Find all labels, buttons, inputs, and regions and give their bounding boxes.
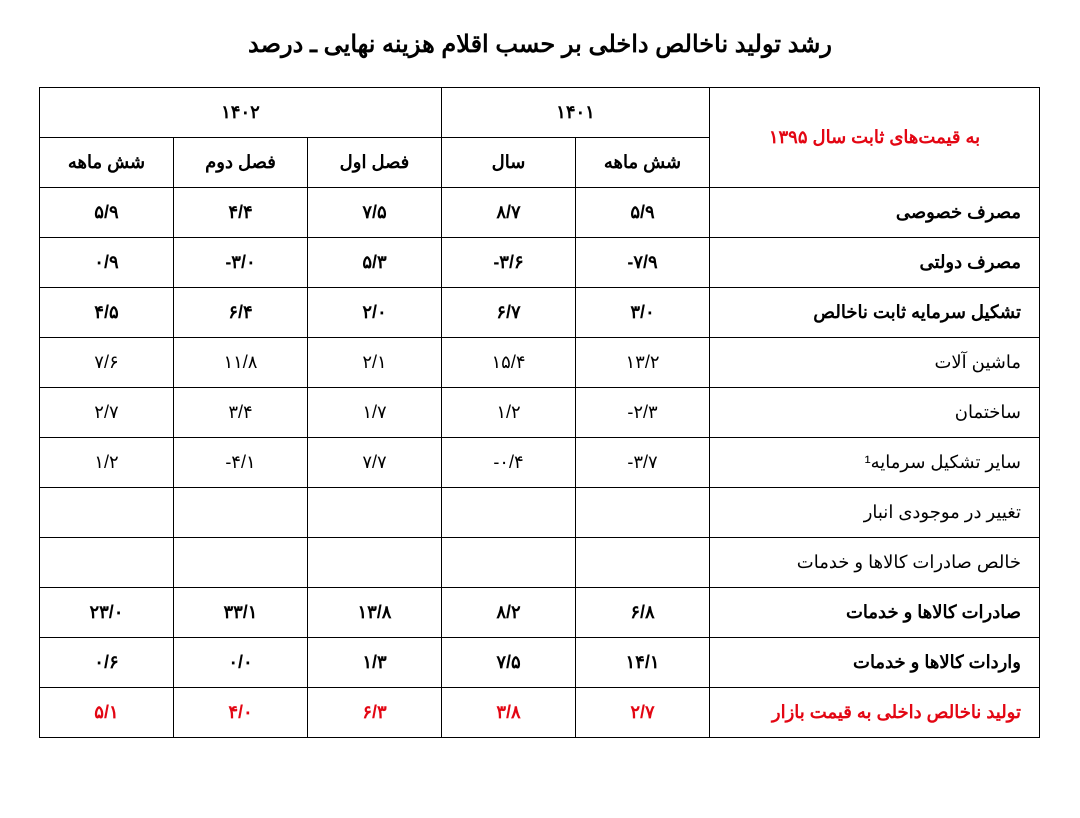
row-label: تغییر در موجودی انبار	[710, 488, 1040, 538]
cell-value	[39, 488, 173, 538]
corner-header: به قیمت‌های ثابت سال ۱۳۹۵	[710, 88, 1040, 188]
cell-value: ۳۳/۱	[173, 588, 307, 638]
table-row: مصرف خصوصی۵/۹۸/۷۷/۵۴/۴۵/۹	[39, 188, 1039, 238]
cell-value: ۲/۷	[576, 688, 710, 738]
col-1402-q2: فصل دوم	[173, 138, 307, 188]
cell-value: -۴/۱	[173, 438, 307, 488]
cell-value	[39, 538, 173, 588]
cell-value: -۷/۹	[576, 238, 710, 288]
table-row: تشکیل سرمایه ثابت ناخالص۳/۰۶/۷۲/۰۶/۴۴/۵	[39, 288, 1039, 338]
cell-value: ۱/۳	[307, 638, 441, 688]
cell-value: ۵/۹	[39, 188, 173, 238]
gdp-growth-table: به قیمت‌های ثابت سال ۱۳۹۵ ۱۴۰۱ ۱۴۰۲ شش م…	[39, 87, 1040, 738]
cell-value: ۰/۹	[39, 238, 173, 288]
cell-value: ۱/۷	[307, 388, 441, 438]
table-row: تولید ناخالص داخلی به قیمت بازار۲/۷۳/۸۶/…	[39, 688, 1039, 738]
cell-value: ۸/۲	[441, 588, 575, 638]
page-title: رشد تولید ناخالص داخلی بر حسب اقلام هزین…	[40, 30, 1040, 59]
cell-value: ۲/۷	[39, 388, 173, 438]
cell-value: ۱۳/۲	[576, 338, 710, 388]
table-header: به قیمت‌های ثابت سال ۱۳۹۵ ۱۴۰۱ ۱۴۰۲ شش م…	[39, 88, 1039, 188]
cell-value: ۱۵/۴	[441, 338, 575, 388]
cell-value	[576, 538, 710, 588]
cell-value	[441, 488, 575, 538]
cell-value	[307, 538, 441, 588]
table-row: ماشین آلات۱۳/۲۱۵/۴۲/۱۱۱/۸۷/۶	[39, 338, 1039, 388]
cell-value: ۶/۳	[307, 688, 441, 738]
cell-value: ۴/۵	[39, 288, 173, 338]
row-label: سایر تشکیل سرمایه¹	[710, 438, 1040, 488]
cell-value	[173, 538, 307, 588]
cell-value: ۳/۰	[576, 288, 710, 338]
cell-value: ۱۳/۸	[307, 588, 441, 638]
cell-value: ۷/۷	[307, 438, 441, 488]
table-row: صادرات کالاها و خدمات۶/۸۸/۲۱۳/۸۳۳/۱۲۳/۰	[39, 588, 1039, 638]
row-label: ماشین آلات	[710, 338, 1040, 388]
cell-value: -۰/۴	[441, 438, 575, 488]
col-1401-6m: شش ماهه	[576, 138, 710, 188]
cell-value: ۷/۵	[441, 638, 575, 688]
cell-value: ۶/۷	[441, 288, 575, 338]
table-row: تغییر در موجودی انبار	[39, 488, 1039, 538]
year-group-1401: ۱۴۰۱	[441, 88, 709, 138]
cell-value: ۲/۱	[307, 338, 441, 388]
table-row: واردات کالاها و خدمات۱۴/۱۷/۵۱/۳۰/۰۰/۶	[39, 638, 1039, 688]
table-row: سایر تشکیل سرمایه¹-۳/۷-۰/۴۷/۷-۴/۱۱/۲	[39, 438, 1039, 488]
cell-value: ۶/۸	[576, 588, 710, 638]
cell-value: ۷/۵	[307, 188, 441, 238]
cell-value	[307, 488, 441, 538]
table-body: مصرف خصوصی۵/۹۸/۷۷/۵۴/۴۵/۹مصرف دولتی-۷/۹-…	[39, 188, 1039, 738]
table-row: مصرف دولتی-۷/۹-۳/۶۵/۳-۳/۰۰/۹	[39, 238, 1039, 288]
cell-value: ۱۱/۸	[173, 338, 307, 388]
cell-value: ۲۳/۰	[39, 588, 173, 638]
cell-value: ۸/۷	[441, 188, 575, 238]
cell-value	[441, 538, 575, 588]
cell-value: ۲/۰	[307, 288, 441, 338]
cell-value: ۰/۶	[39, 638, 173, 688]
year-group-1402: ۱۴۰۲	[39, 88, 441, 138]
cell-value: ۵/۹	[576, 188, 710, 238]
cell-value: ۶/۴	[173, 288, 307, 338]
row-label: مصرف دولتی	[710, 238, 1040, 288]
cell-value: ۱/۲	[39, 438, 173, 488]
row-label: مصرف خصوصی	[710, 188, 1040, 238]
cell-value: -۳/۶	[441, 238, 575, 288]
cell-value: ۱/۲	[441, 388, 575, 438]
row-label: صادرات کالاها و خدمات	[710, 588, 1040, 638]
row-label: خالص صادرات کالاها و خدمات	[710, 538, 1040, 588]
row-label: تولید ناخالص داخلی به قیمت بازار	[710, 688, 1040, 738]
cell-value: ۵/۱	[39, 688, 173, 738]
cell-value: ۴/۴	[173, 188, 307, 238]
cell-value: ۴/۰	[173, 688, 307, 738]
col-1401-year: سال	[441, 138, 575, 188]
cell-value: -۳/۷	[576, 438, 710, 488]
row-label: واردات کالاها و خدمات	[710, 638, 1040, 688]
row-label: تشکیل سرمایه ثابت ناخالص	[710, 288, 1040, 338]
col-1402-6m: شش ماهه	[39, 138, 173, 188]
cell-value: -۳/۰	[173, 238, 307, 288]
col-1402-q1: فصل اول	[307, 138, 441, 188]
cell-value: ۳/۴	[173, 388, 307, 438]
cell-value: ۱۴/۱	[576, 638, 710, 688]
table-row: ساختمان-۲/۳۱/۲۱/۷۳/۴۲/۷	[39, 388, 1039, 438]
cell-value: -۲/۳	[576, 388, 710, 438]
row-label: ساختمان	[710, 388, 1040, 438]
cell-value	[173, 488, 307, 538]
cell-value: ۰/۰	[173, 638, 307, 688]
cell-value: ۳/۸	[441, 688, 575, 738]
table-row: خالص صادرات کالاها و خدمات	[39, 538, 1039, 588]
cell-value: ۵/۳	[307, 238, 441, 288]
cell-value	[576, 488, 710, 538]
cell-value: ۷/۶	[39, 338, 173, 388]
